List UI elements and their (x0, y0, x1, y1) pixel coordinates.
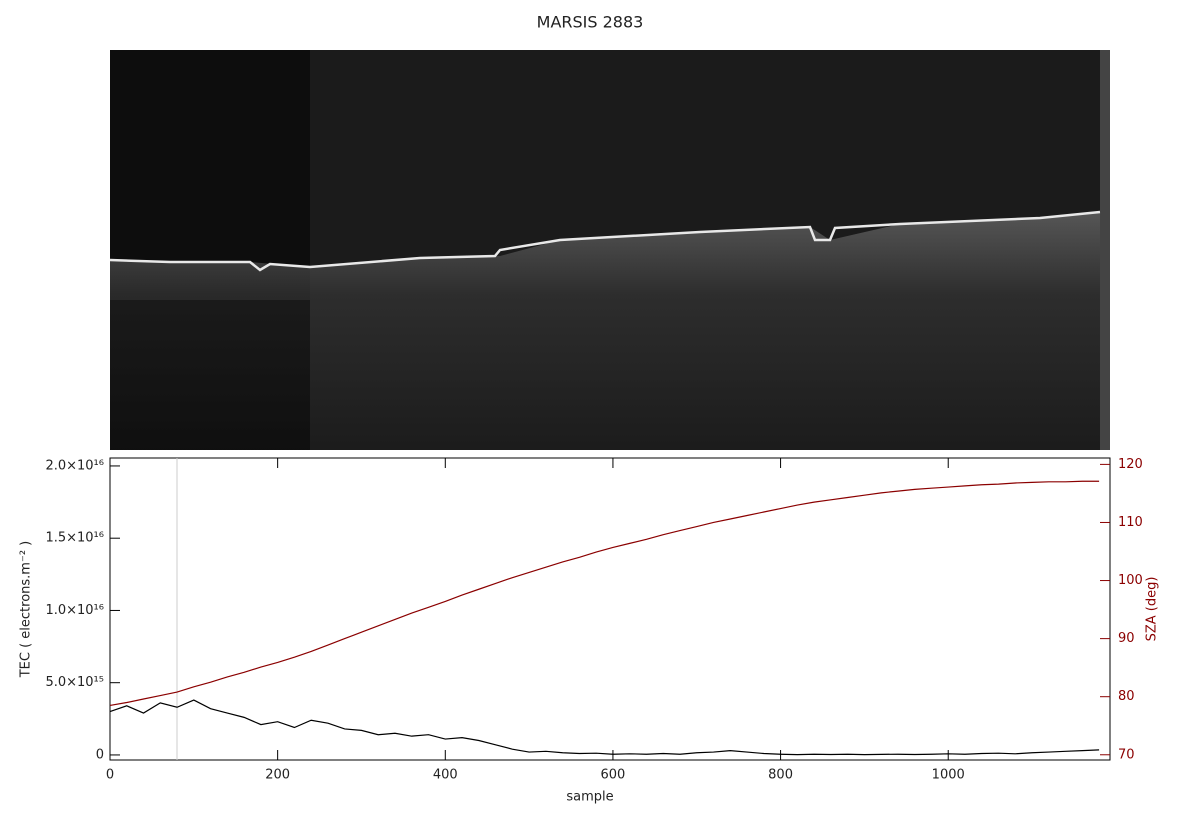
chart-title: MARSIS 2883 (537, 13, 644, 32)
y2-tick-label: 80 (1118, 689, 1135, 704)
y2-tick-label: 110 (1118, 515, 1143, 530)
y2-tick-label: 100 (1118, 573, 1143, 588)
y2-tick-label: 120 (1118, 457, 1143, 472)
plot-frame (109, 457, 1111, 761)
y2-axis-label: SZA (deg) (1145, 577, 1160, 642)
y-axis-label: TEC ( electrons.m⁻² ) (19, 541, 34, 679)
series-line (109, 480, 1100, 707)
y-tick-label: 2.0×10¹⁶ (45, 458, 104, 473)
y-tick-label: 0 (96, 747, 104, 762)
series-line (109, 699, 1100, 756)
x-tick-label: 0 (106, 768, 114, 783)
x-tick-label: 800 (768, 768, 793, 783)
y-tick-label: 1.0×10¹⁶ (45, 603, 104, 618)
y-tick-label: 5.0×10¹⁵ (45, 675, 104, 690)
y2-tick-label: 70 (1118, 747, 1135, 762)
plot-area (109, 457, 1111, 761)
x-tick-label: 600 (601, 768, 626, 783)
x-axis-label: sample (566, 790, 613, 805)
y2-tick-label: 90 (1118, 631, 1135, 646)
x-tick-label: 200 (265, 768, 290, 783)
x-tick-label: 1000 (932, 768, 965, 783)
y-tick-label: 1.5×10¹⁶ (45, 531, 104, 546)
x-tick-label: 400 (433, 768, 458, 783)
radargram (109, 50, 1110, 450)
